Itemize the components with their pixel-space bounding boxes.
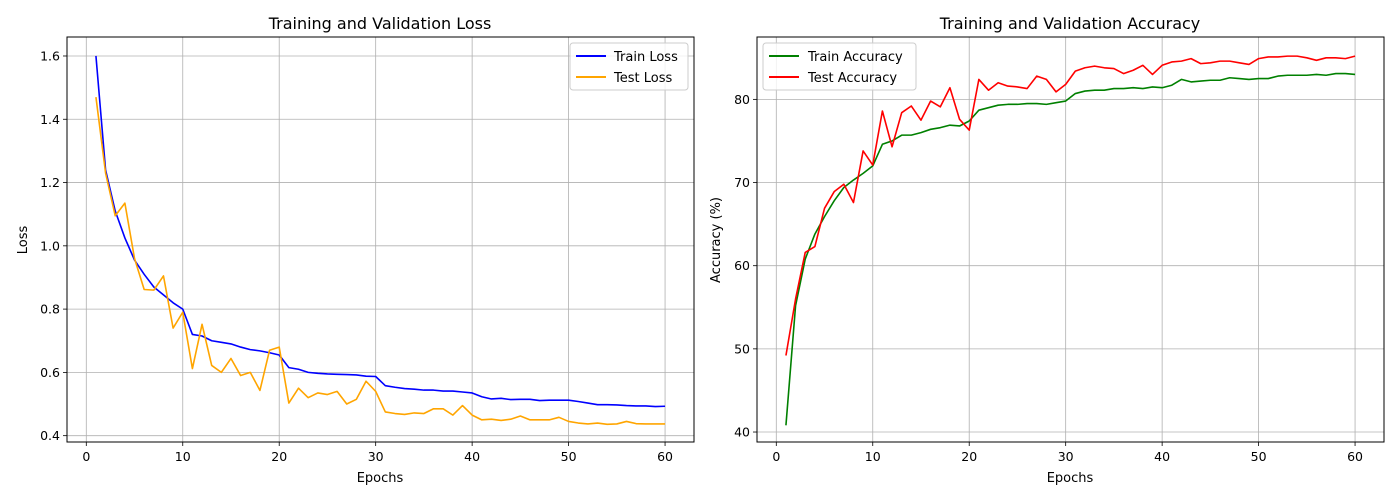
accuracy-chart-title: Training and Validation Accuracy xyxy=(939,14,1201,33)
loss-ytick-label: 1.4 xyxy=(40,112,60,127)
accuracy-xtick-label: 30 xyxy=(1058,449,1074,464)
loss-ytick-label: 0.4 xyxy=(40,428,60,443)
loss-xtick-label: 40 xyxy=(464,449,480,464)
loss-xtick-label: 20 xyxy=(271,449,287,464)
loss-legend: Train Loss Test Loss xyxy=(569,42,689,91)
loss-series-test-loss xyxy=(95,97,666,426)
accuracy-xtick-label: 0 xyxy=(772,449,780,464)
legend-label-test-loss: Test Loss xyxy=(613,71,672,86)
accuracy-chart: Training and Validation Accuracy 0 10 20 30… xyxy=(709,14,1385,486)
loss-xlabel: Epochs xyxy=(357,471,404,486)
loss-xtick-label: 10 xyxy=(175,449,191,464)
accuracy-xtick-label: 10 xyxy=(865,449,881,464)
accuracy-series-test-accuracy xyxy=(785,55,1356,356)
loss-ytick-label: 0.6 xyxy=(40,365,60,380)
loss-chart: Training and Validation Loss 0 10 20 30 40 50… xyxy=(16,14,695,486)
accuracy-ytick-label: 80 xyxy=(734,92,750,107)
accuracy-xtick-label: 40 xyxy=(1154,449,1170,464)
accuracy-series-train-accuracy xyxy=(785,72,1356,426)
legend-label-train-loss: Train Loss xyxy=(613,50,678,65)
accuracy-xtick-label: 60 xyxy=(1347,449,1363,464)
accuracy-grid xyxy=(757,37,1384,442)
loss-xtick-label: 60 xyxy=(657,449,673,464)
loss-ytick-label: 0.8 xyxy=(40,302,60,317)
loss-series-train-loss xyxy=(95,55,666,408)
loss-ticks: 0 10 20 30 40 50 60 0.4 0.6 0.8 1.0 1.2 1.4 1.6 xyxy=(40,48,673,464)
loss-xtick-label: 0 xyxy=(82,449,90,464)
accuracy-ytick-label: 40 xyxy=(734,425,750,440)
accuracy-ticks: 0 10 20 30 40 50 60 40 50 60 70 80 xyxy=(734,92,1363,464)
loss-plot-frame xyxy=(66,36,695,443)
loss-ytick-label: 1.0 xyxy=(40,238,60,253)
accuracy-legend-box xyxy=(762,42,917,91)
accuracy-plot-frame xyxy=(756,36,1385,443)
accuracy-xlabel: Epochs xyxy=(1047,471,1094,486)
legend-label-train-accuracy: Train Accuracy xyxy=(807,50,903,65)
loss-chart-title: Training and Validation Loss xyxy=(268,14,492,33)
accuracy-legend: Train Accuracy Test Accuracy xyxy=(762,42,917,91)
loss-lines xyxy=(95,55,666,426)
accuracy-lines xyxy=(785,55,1356,426)
loss-xtick-label: 50 xyxy=(561,449,577,464)
accuracy-ytick-label: 50 xyxy=(734,341,750,356)
accuracy-ytick-label: 70 xyxy=(734,175,750,190)
loss-ytick-label: 1.2 xyxy=(40,175,60,190)
accuracy-ytick-label: 60 xyxy=(734,258,750,273)
accuracy-xtick-label: 50 xyxy=(1251,449,1267,464)
legend-label-test-accuracy: Test Accuracy xyxy=(807,71,897,86)
loss-ylabel: Loss xyxy=(16,226,31,255)
loss-legend-box xyxy=(569,42,689,91)
accuracy-ylabel: Accuracy (%) xyxy=(709,197,724,283)
loss-xtick-label: 30 xyxy=(368,449,384,464)
accuracy-xtick-label: 20 xyxy=(961,449,977,464)
loss-ytick-label: 1.6 xyxy=(40,48,60,63)
